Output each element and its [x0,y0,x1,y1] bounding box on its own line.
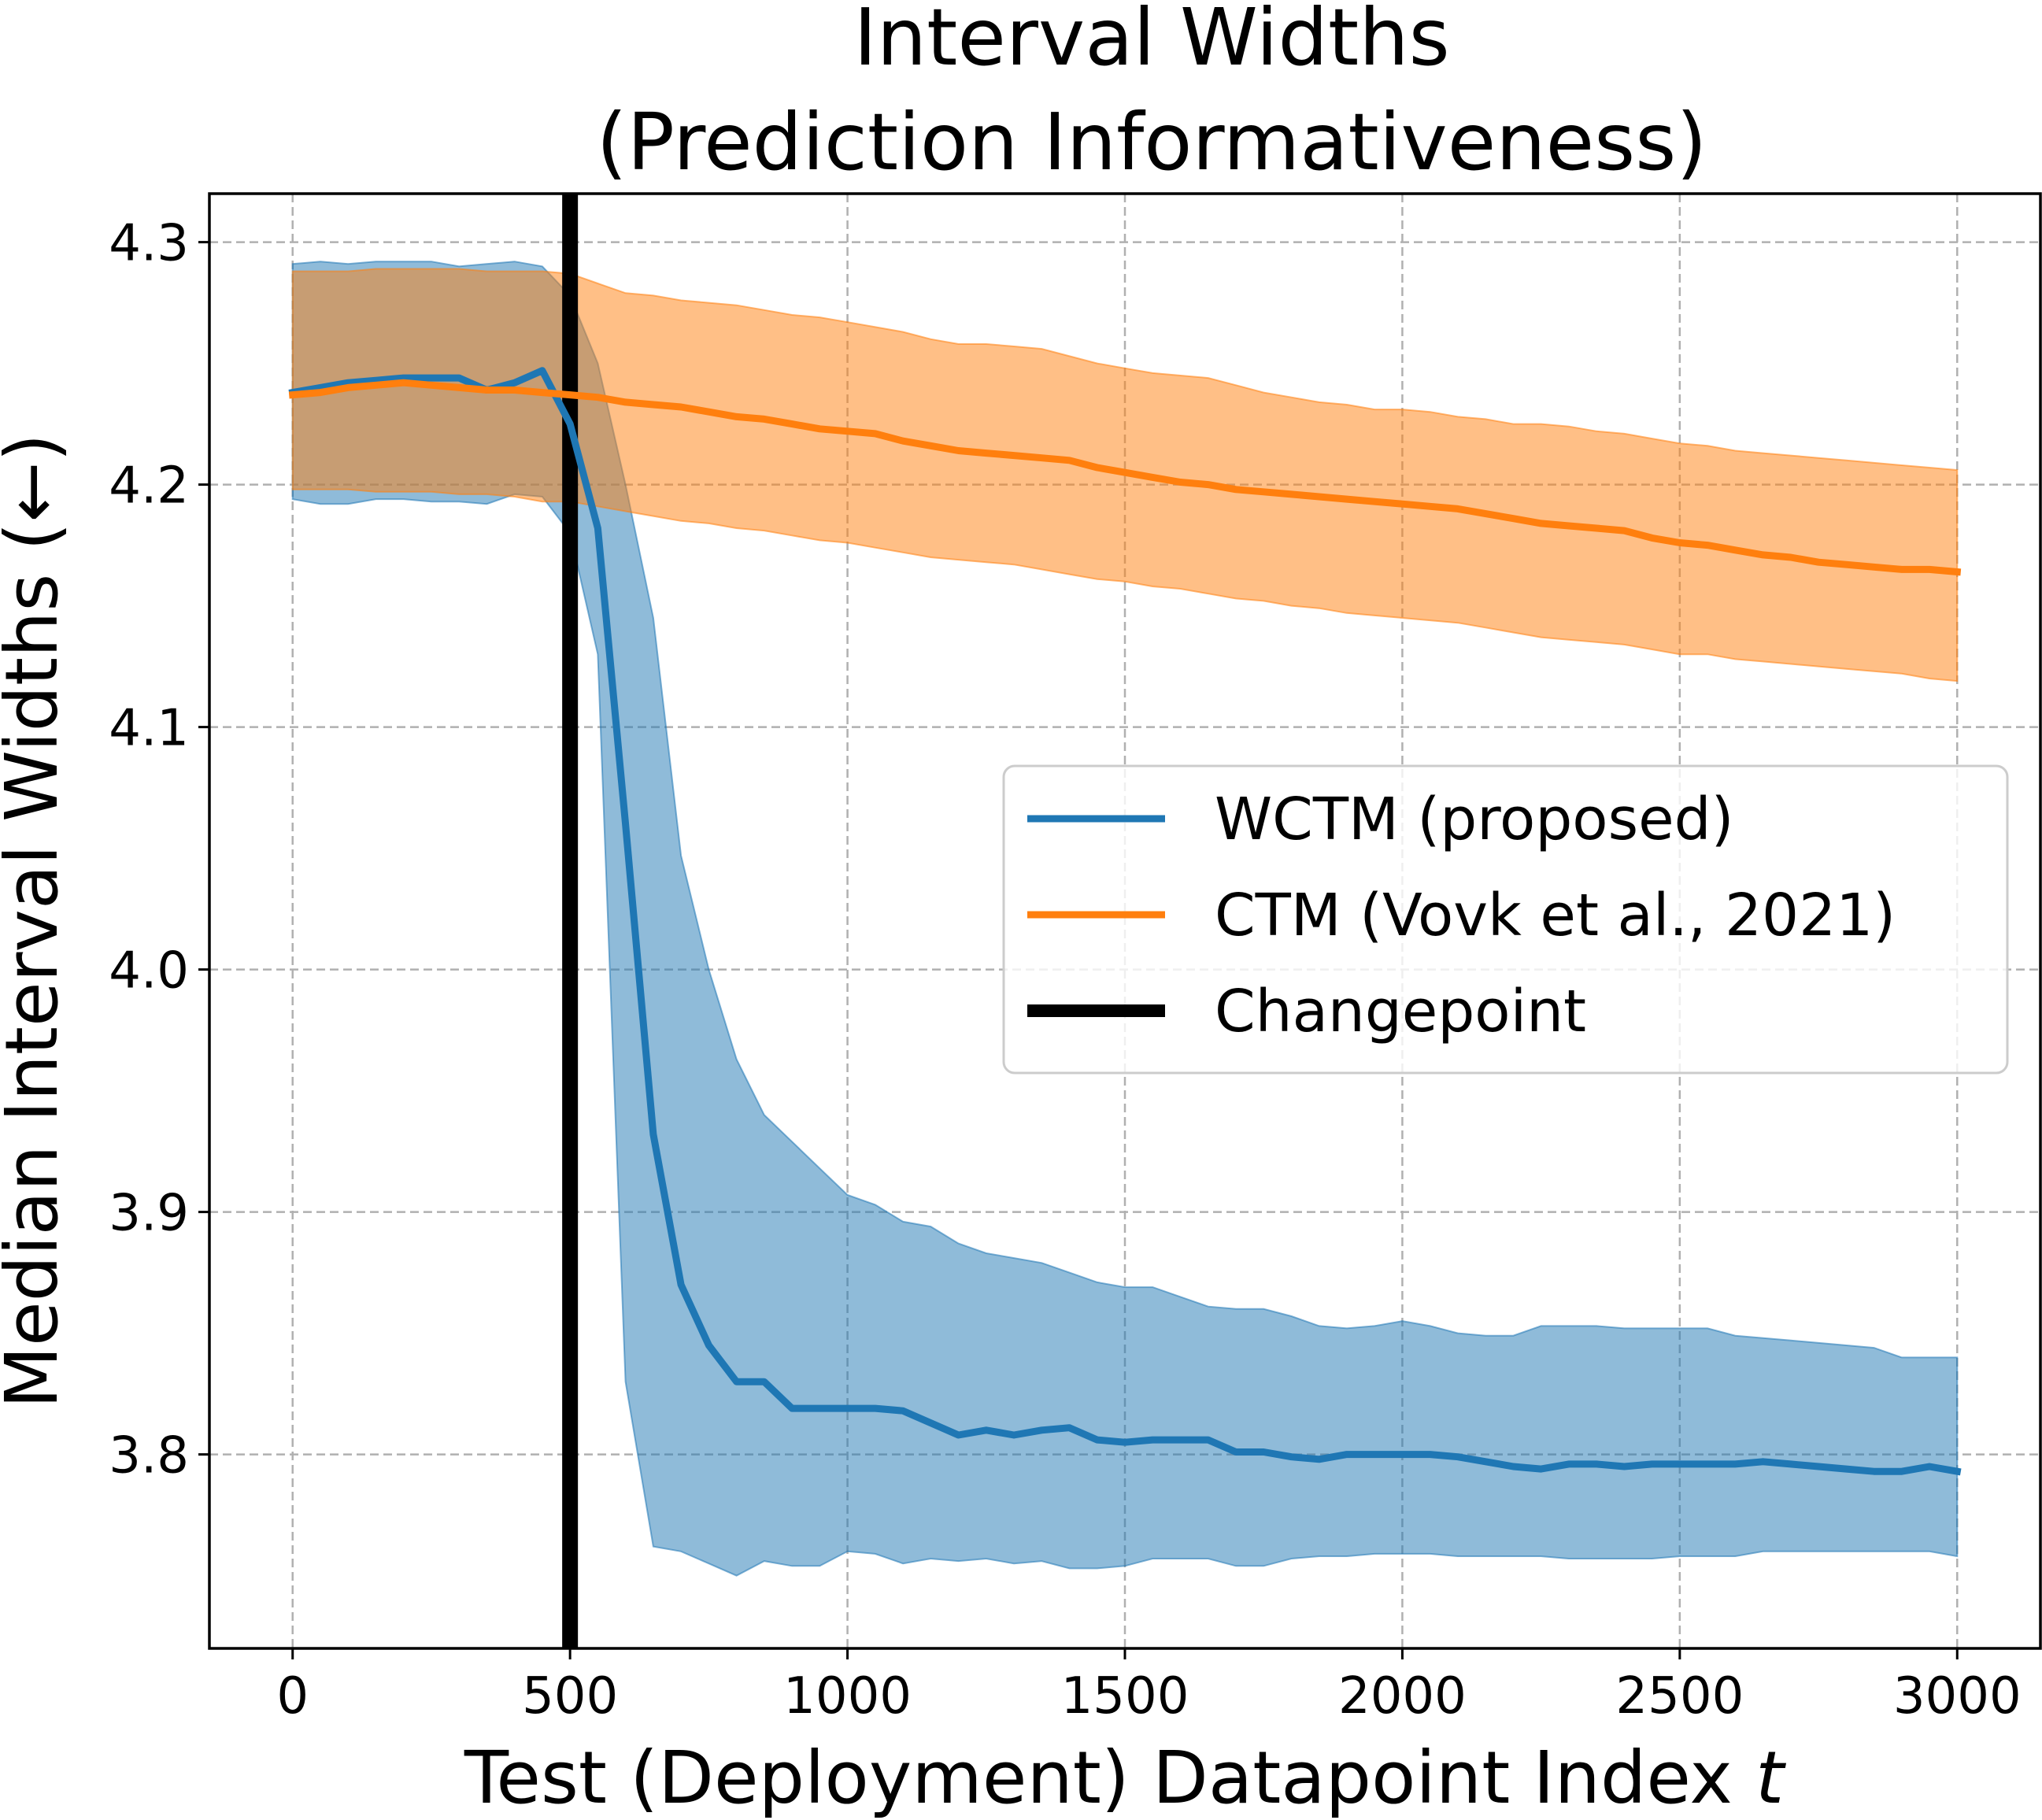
x-tick-label: 1500 [1061,1667,1189,1726]
x-axis-ticks: 0 500 1000 1500 2000 2500 3000 [276,1648,2022,1726]
y-axis-ticks: 3.8 3.9 4.0 4.1 4.2 4.3 [109,215,209,1485]
line-wctm-proposed [288,367,1962,1476]
x-tick-label: 2500 [1615,1667,1744,1726]
legend-label-ctm: CTM (Vovk et al., 2021) [1215,882,1896,949]
chart-title-line-2: (Prediction Informativeness) [597,96,1707,188]
x-tick-label: 3000 [1893,1667,2022,1726]
x-axis-label-text: Test (Deployment) Datapoint Index [464,1736,1733,1820]
line-ctm-vovk-et-al-2021 [288,379,1962,576]
x-tick-label: 500 [522,1667,618,1726]
legend-label-wctm: WCTM (proposed) [1215,786,1734,853]
x-axis-label-variable: t [1755,1736,1786,1820]
legend-box [1002,764,2009,1075]
x-tick-label: 1000 [783,1667,912,1726]
y-tick-label: 3.8 [109,1427,189,1485]
y-tick-label: 4.0 [109,942,189,1001]
x-tick-label: 2000 [1338,1667,1467,1726]
chart-title-line-1: Interval Widths [853,0,1449,83]
y-tick-label: 3.9 [109,1185,189,1243]
legend-label-changepoint: Changepoint [1215,978,1586,1045]
y-tick-label: 4.1 [109,700,189,758]
y-axis-label: Median Interval Widths (←) [0,434,74,1409]
series-lines [288,367,1962,1476]
x-axis-label: Test (Deployment) Datapoint Index t [464,1736,1786,1820]
y-tick-label: 4.2 [109,457,189,516]
y-tick-label: 4.3 [109,215,189,273]
band-wctm-proposed [291,261,1959,1577]
x-tick-label: 0 [276,1667,309,1726]
legend: WCTM (proposed) CTM (Vovk et al., 2021) … [1002,764,2009,1075]
